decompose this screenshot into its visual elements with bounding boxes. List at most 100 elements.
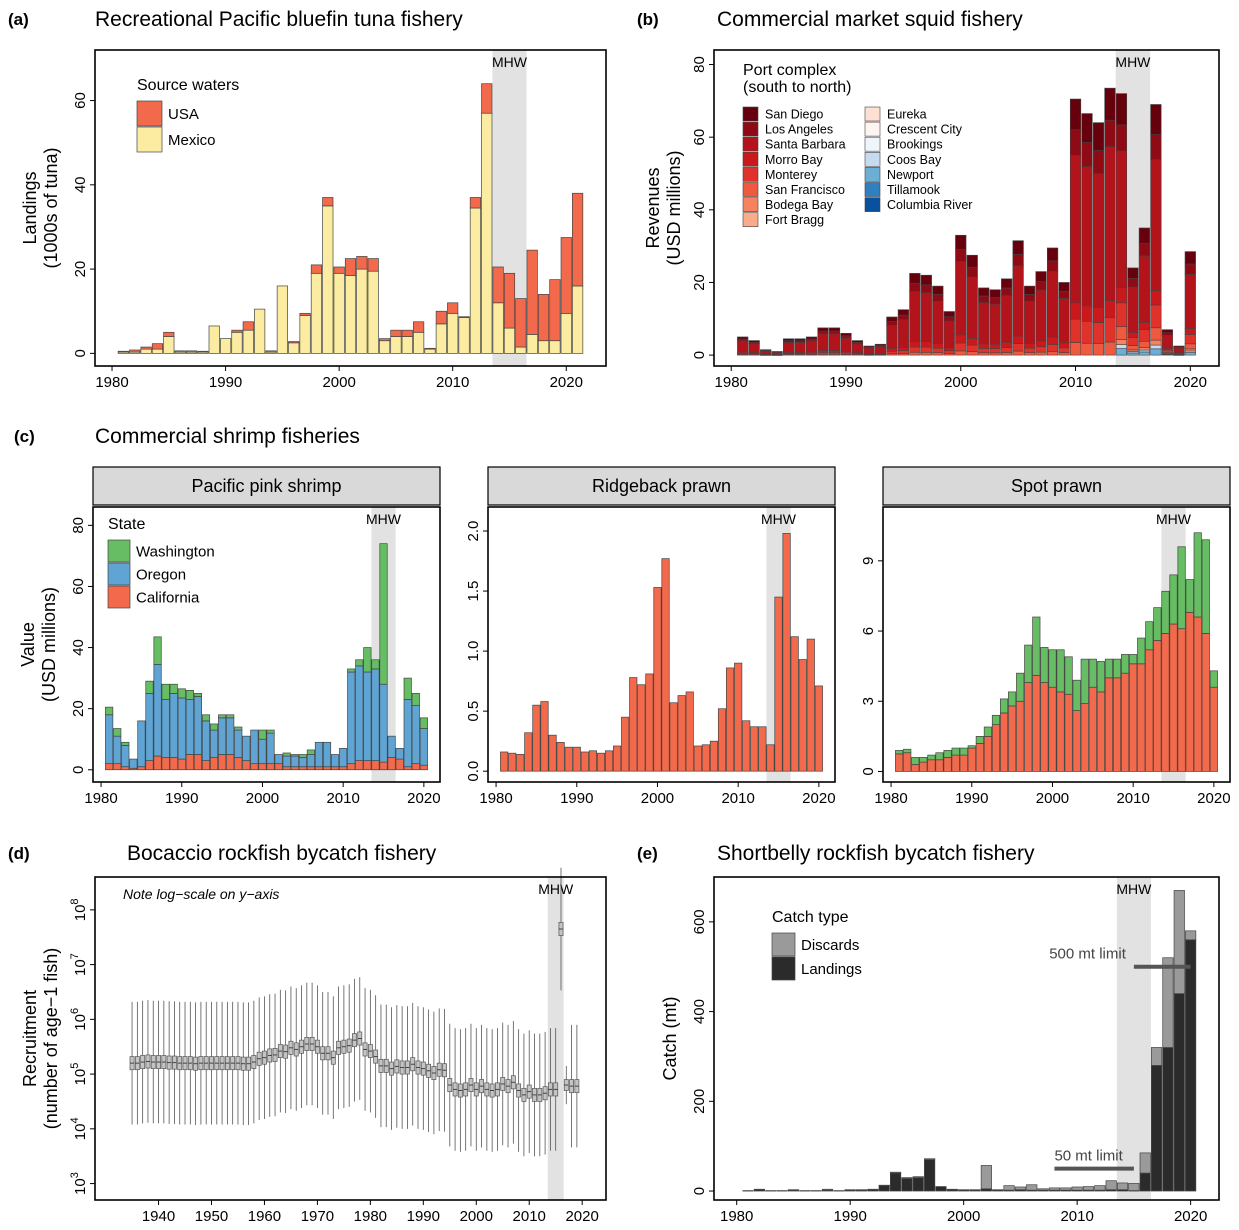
bar-port-1991 xyxy=(851,343,864,353)
bar-port-1987 xyxy=(805,340,818,353)
bar-mexico-2013 xyxy=(481,112,493,354)
boxplot-1975 xyxy=(341,985,347,1109)
bar-usa-2018 xyxy=(537,294,550,342)
x-tick-label: 1990 xyxy=(165,790,198,807)
bar-port-2006 xyxy=(1024,300,1036,344)
legend-label: Monterey xyxy=(765,168,818,182)
bar-port-2020 xyxy=(1184,274,1196,329)
boxplot-1974 xyxy=(336,986,342,1110)
bar-port-1988 xyxy=(817,330,829,335)
bar-mexico-2018 xyxy=(537,340,550,354)
bar-oregon-1986 xyxy=(145,693,154,761)
bar-port-1991 xyxy=(851,340,864,343)
bar-port-2007 xyxy=(1035,289,1047,342)
bar-mexico-1993 xyxy=(254,308,266,354)
bar-port-2007 xyxy=(1035,346,1047,353)
bar-mexico-2006 xyxy=(401,336,413,354)
x-tick-label: 1960 xyxy=(248,1208,281,1225)
mhw-label: MHW xyxy=(761,511,797,527)
bar-usa-1982 xyxy=(129,349,141,353)
bar-california-2012 xyxy=(1145,649,1154,772)
bar-california-1993 xyxy=(596,752,606,772)
bar-california-1982 xyxy=(903,752,912,772)
bar-california-1985 xyxy=(137,766,146,771)
bar-washington-2019 xyxy=(411,693,420,706)
bar-washington-1981 xyxy=(105,706,114,716)
bar-california-1995 xyxy=(1008,705,1017,772)
bar-oregon-2002 xyxy=(274,754,283,765)
bar-oregon-2019 xyxy=(411,705,420,765)
bar-usa-2003 xyxy=(367,258,379,272)
legend-label: Eureka xyxy=(887,108,927,122)
boxplot-1962 xyxy=(272,993,278,1117)
bar-oregon-1991 xyxy=(185,699,194,755)
mhw-label: MHW xyxy=(538,881,574,897)
bar-port-2010 xyxy=(1069,155,1082,304)
bar-washington-1990 xyxy=(177,688,186,699)
bar-usa-1981 xyxy=(117,350,129,353)
bar-port-1981 xyxy=(737,336,749,340)
bar-oregon-2012 xyxy=(355,665,364,761)
bar-washington-2011 xyxy=(1137,637,1146,665)
plot-e: MHW 50 mt limit 500 mt limit xyxy=(742,877,1197,1200)
bar-port-2017 xyxy=(1150,339,1162,346)
boxplot-1970 xyxy=(314,985,320,1109)
legend-swatch-discards xyxy=(771,932,796,957)
bar-california-1993 xyxy=(991,724,1001,772)
x-tick-label: 1950 xyxy=(195,1208,228,1225)
legend-swatch-tillamook xyxy=(864,182,881,197)
bar-port-1981 xyxy=(737,340,749,353)
boxplot-2018 xyxy=(569,1024,574,1148)
bar-port-2010 xyxy=(1069,318,1082,343)
bar-port-2010 xyxy=(1069,129,1082,156)
x-tick-label: 1990 xyxy=(833,1208,866,1225)
boxplot-1935 xyxy=(129,1001,135,1125)
bar-port-1983 xyxy=(760,350,772,355)
bar-port-1987 xyxy=(805,336,818,340)
bar-port-2017 xyxy=(1150,327,1162,341)
bar-oregon-2007 xyxy=(314,741,324,768)
x-tick-label: 1980 xyxy=(84,790,117,807)
bar-port-2014 xyxy=(1115,348,1128,356)
y-axis-label: Value xyxy=(18,622,38,667)
bar-oregon-1984 xyxy=(129,758,138,769)
bar-port-2014 xyxy=(1115,124,1128,152)
bar-oregon-2013 xyxy=(363,671,372,761)
bar-discards-2007 xyxy=(1037,1188,1049,1191)
bar-port-2002 xyxy=(978,352,990,356)
bar-landings-1996 xyxy=(912,1177,924,1192)
bar-california-1987 xyxy=(943,757,952,772)
bar-port-2006 xyxy=(1024,285,1036,295)
bar-california-1996 xyxy=(621,716,630,772)
legend-label: Landings xyxy=(801,961,862,978)
y-tick-label: 1.0 xyxy=(465,641,482,662)
legend-label: Washington xyxy=(136,544,215,561)
y-tick-label: 40 xyxy=(691,201,708,218)
bar-oregon-1982 xyxy=(113,735,122,765)
bar-california-1993 xyxy=(201,760,211,771)
bar-landings-1987 xyxy=(810,1190,822,1192)
legend-swatch-usa xyxy=(136,100,163,127)
boxplot-2006 xyxy=(505,1024,511,1148)
boxplot-1954 xyxy=(230,1001,236,1125)
bar-mexico-2020 xyxy=(560,312,572,354)
axes-a: 1980 1990 2000 2010 2020 0 20 40 60 Landings (1000… xyxy=(20,49,607,391)
boxplot-1942 xyxy=(166,1001,172,1124)
y-tick-label: 0 xyxy=(691,351,708,359)
boxplot-1938 xyxy=(145,1000,151,1123)
bar-port-2007 xyxy=(1035,281,1047,291)
boxplot-1949 xyxy=(203,1001,209,1125)
legend-swatch-san-diego xyxy=(742,106,759,122)
bar-oregon-2004 xyxy=(290,755,299,768)
bar-oregon-2018 xyxy=(403,699,412,768)
bar-port-2013 xyxy=(1104,146,1116,301)
bar-oregon-1998 xyxy=(242,735,251,761)
bar-california-2011 xyxy=(347,763,356,771)
bar-california-2000 xyxy=(258,763,267,771)
bar-california-2007 xyxy=(709,740,719,772)
bar-washington-1992 xyxy=(193,693,202,697)
bar-california-1995 xyxy=(218,754,227,771)
legend-swatch-bodega-bay xyxy=(742,197,759,212)
boxplot-2014 xyxy=(547,1028,553,1151)
bar-port-2017 xyxy=(1150,134,1162,160)
